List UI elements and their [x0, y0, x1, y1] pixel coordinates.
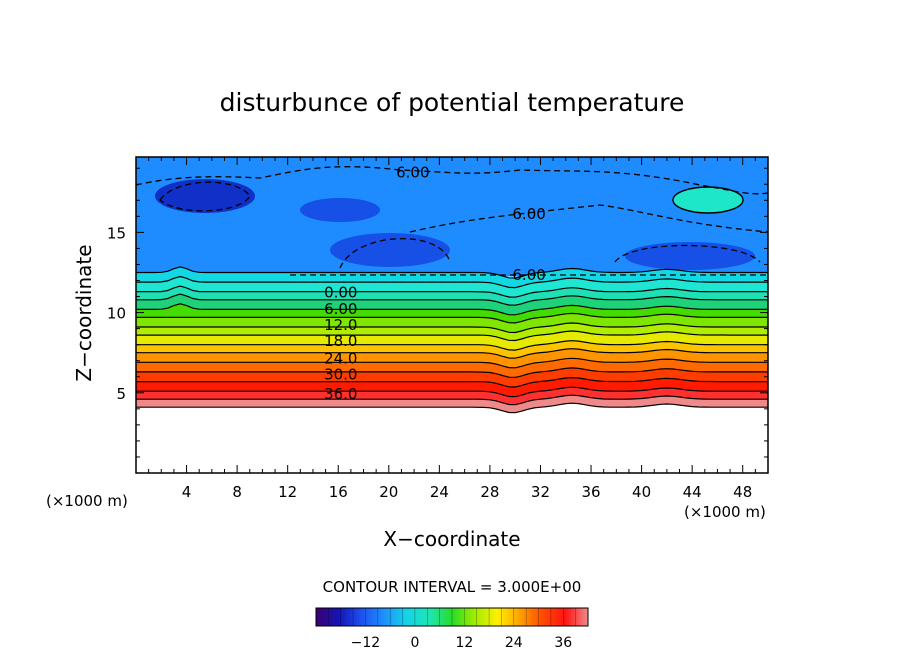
x-unit-label-right: (×1000 m): [684, 503, 766, 521]
contour-interval-label: CONTOUR INTERVAL = 3.000E+00: [323, 578, 582, 596]
contour-label: 36.0: [324, 385, 357, 403]
y-tick-label: 10: [107, 305, 126, 323]
colorbar-tick-label: 24: [505, 635, 523, 651]
contour-label: 0.00: [324, 284, 357, 302]
contour-line: [136, 367, 768, 379]
x-tick-label: 20: [379, 483, 398, 501]
x-tick-label: 28: [480, 483, 499, 501]
contour-label: 18.0: [324, 332, 357, 350]
cold-anomaly-center: [330, 233, 450, 267]
x-tick-label: 44: [683, 483, 702, 501]
colorbar: −12 0 12 24 36: [315, 607, 589, 651]
colorbar-stripes: [328, 608, 576, 626]
temperature-band: [136, 331, 768, 351]
contour-neg-blob2: [339, 237, 451, 269]
contour-line: [136, 293, 768, 306]
contour-line: [136, 394, 768, 406]
contour-line: [136, 275, 768, 289]
y-axis-ticks: 5 10 15: [107, 167, 768, 458]
temperature-band: [136, 303, 768, 323]
cold-anomaly-top: [300, 198, 380, 222]
contour-line: [136, 376, 768, 388]
x-tick-label: 40: [632, 483, 651, 501]
contour-neg-right: [614, 244, 761, 263]
contour-neg-top: [136, 166, 768, 195]
x-axis-ticks: 4 8 12 16 20 24 28 32 36 40 44 48: [148, 157, 756, 501]
contour-line: [136, 348, 768, 359]
warm-anomaly-right: [672, 186, 744, 214]
contour-neg-band: [409, 204, 768, 233]
contour-line: [136, 322, 768, 334]
temperature-band: [136, 276, 768, 298]
y-tick-label: 15: [107, 224, 126, 242]
x-tick-label: 8: [232, 483, 242, 501]
negative-contours: [136, 166, 768, 276]
colorbar-tick-label: −12: [351, 635, 381, 651]
contour-line: [136, 285, 768, 298]
temperature-band: [136, 348, 768, 368]
x-tick-label: 32: [531, 483, 550, 501]
contour-line: [136, 266, 768, 279]
x-tick-label: 36: [581, 483, 600, 501]
positive-contours: [136, 266, 768, 414]
colorbar-tick-label: 0: [410, 635, 419, 651]
temperature-band: [136, 286, 768, 306]
contour-label: 24.0: [324, 350, 357, 368]
contour-line: [136, 303, 768, 316]
plot-area: [136, 157, 768, 473]
contour-line: [136, 330, 768, 342]
temperature-band: [136, 358, 768, 378]
x-tick-label: 12: [278, 483, 297, 501]
x-tick-label: 16: [329, 483, 348, 501]
temperature-band: [136, 294, 768, 315]
contour-line: [136, 357, 768, 369]
anomaly-regions: [155, 179, 755, 270]
cold-anomaly-left: [155, 179, 255, 213]
x-tick-label: 48: [733, 483, 752, 501]
temperature-band: [136, 377, 768, 397]
x-tick-label: 24: [430, 483, 449, 501]
colorbar-tick-label: 12: [455, 635, 473, 651]
x-tick-label: 4: [182, 483, 192, 501]
contour-label: 6.00: [396, 163, 429, 181]
colorbar-tick-labels: −12 0 12 24 36: [351, 635, 573, 651]
y-tick-label: 5: [116, 385, 126, 403]
x-axis-label: X−coordinate: [383, 527, 520, 551]
contour-line: [136, 386, 768, 398]
contour-label: 6.00: [324, 300, 357, 318]
y-axis-label: Z−coordinate: [72, 244, 96, 381]
contour-label: 6.00: [512, 266, 545, 284]
chart-title: disturbunce of potential temperature: [220, 88, 685, 117]
colorbar-tick-label: 36: [554, 635, 572, 651]
x-unit-label-left: (×1000 m): [46, 492, 128, 510]
contour-label: 30.0: [324, 366, 357, 384]
contour-label: 6.00: [512, 205, 545, 223]
cold-anomaly-right: [625, 242, 755, 270]
contour-line: [136, 340, 768, 351]
temperature-band: [136, 367, 768, 387]
contour-line: [136, 402, 768, 414]
temperature-band: [136, 266, 768, 288]
temperature-band: [136, 313, 768, 333]
contour-line: [136, 312, 768, 324]
contour-label: 12.0: [324, 316, 357, 334]
